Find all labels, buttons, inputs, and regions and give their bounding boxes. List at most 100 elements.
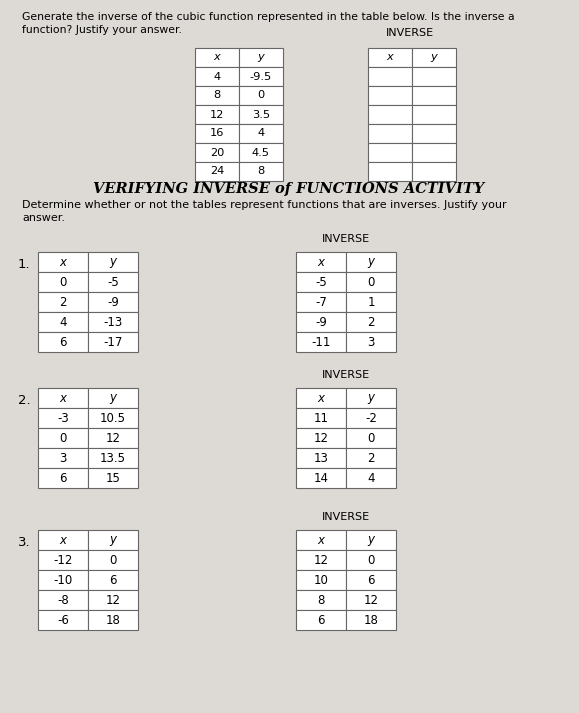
Bar (88, 312, 138, 332)
Text: 8: 8 (258, 167, 265, 177)
Bar (346, 272, 396, 292)
Text: y: y (109, 533, 116, 546)
Text: 4.5: 4.5 (252, 148, 270, 158)
Bar (346, 312, 396, 332)
Bar (195, 67, 239, 86)
Text: 12: 12 (364, 593, 379, 607)
Bar (296, 550, 346, 570)
Text: y: y (368, 391, 375, 404)
Text: Determine whether or not the tables represent functions that are inverses. Justi: Determine whether or not the tables repr… (22, 200, 507, 210)
Text: answer.: answer. (22, 213, 65, 223)
Text: 8: 8 (214, 91, 221, 101)
Text: 12: 12 (105, 593, 120, 607)
Bar (296, 312, 346, 332)
Bar (296, 570, 346, 590)
Text: 4: 4 (258, 128, 265, 138)
Bar (346, 428, 396, 448)
Bar (368, 67, 412, 86)
Bar (368, 86, 412, 105)
Text: 12: 12 (210, 110, 224, 120)
Bar (38, 428, 88, 448)
Text: y: y (258, 53, 265, 63)
Text: 0: 0 (59, 431, 67, 444)
Bar (346, 468, 396, 488)
Bar (368, 162, 412, 181)
Text: 18: 18 (364, 613, 379, 627)
Bar (346, 590, 396, 610)
Text: 2: 2 (367, 315, 375, 329)
Text: 2: 2 (367, 451, 375, 464)
Text: -17: -17 (103, 336, 123, 349)
Text: y: y (431, 53, 437, 63)
Text: -9: -9 (315, 315, 327, 329)
Text: -8: -8 (57, 593, 69, 607)
Bar (239, 143, 283, 162)
Text: 1: 1 (367, 295, 375, 309)
Text: 0: 0 (258, 91, 265, 101)
Text: 13: 13 (314, 451, 328, 464)
Bar (412, 143, 456, 162)
Text: 0: 0 (367, 431, 375, 444)
Text: 0: 0 (367, 275, 375, 289)
Bar (38, 272, 88, 292)
Bar (296, 428, 346, 448)
Text: 2.: 2. (18, 394, 31, 406)
Bar (195, 124, 239, 143)
Text: 0: 0 (109, 553, 117, 567)
Text: function? Justify your answer.: function? Justify your answer. (22, 25, 182, 35)
Bar (88, 468, 138, 488)
Bar (296, 388, 346, 408)
Text: 18: 18 (105, 613, 120, 627)
Text: y: y (109, 391, 116, 404)
Text: INVERSE: INVERSE (386, 28, 434, 38)
Bar (38, 610, 88, 630)
Text: INVERSE: INVERSE (322, 234, 370, 244)
Bar (412, 105, 456, 124)
Bar (88, 292, 138, 312)
Bar (368, 105, 412, 124)
Bar (88, 252, 138, 272)
Bar (296, 408, 346, 428)
Text: -5: -5 (315, 275, 327, 289)
Text: x: x (317, 391, 324, 404)
Text: x: x (317, 533, 324, 546)
Bar (88, 550, 138, 570)
Bar (38, 550, 88, 570)
Bar (38, 312, 88, 332)
Bar (88, 590, 138, 610)
Text: 16: 16 (210, 128, 224, 138)
Text: INVERSE: INVERSE (322, 512, 370, 522)
Text: x: x (60, 391, 67, 404)
Text: 2: 2 (59, 295, 67, 309)
Bar (88, 530, 138, 550)
Bar (239, 48, 283, 67)
Bar (412, 67, 456, 86)
Bar (38, 530, 88, 550)
Text: -3: -3 (57, 411, 69, 424)
Text: -9.5: -9.5 (250, 71, 272, 81)
Bar (346, 332, 396, 352)
Bar (88, 448, 138, 468)
Text: 6: 6 (367, 573, 375, 587)
Text: x: x (60, 255, 67, 269)
Text: 3: 3 (59, 451, 67, 464)
Bar (346, 408, 396, 428)
Bar (296, 332, 346, 352)
Bar (346, 570, 396, 590)
Text: -13: -13 (104, 315, 123, 329)
Bar (38, 570, 88, 590)
Bar (195, 86, 239, 105)
Text: 11: 11 (313, 411, 328, 424)
Text: -9: -9 (107, 295, 119, 309)
Text: 4: 4 (214, 71, 221, 81)
Text: -6: -6 (57, 613, 69, 627)
Bar (38, 448, 88, 468)
Bar (88, 272, 138, 292)
Bar (412, 48, 456, 67)
Bar (38, 408, 88, 428)
Text: Generate the inverse of the cubic function represented in the table below. Is th: Generate the inverse of the cubic functi… (22, 12, 515, 22)
Bar (195, 143, 239, 162)
Bar (412, 124, 456, 143)
Text: y: y (109, 255, 116, 269)
Bar (296, 610, 346, 630)
